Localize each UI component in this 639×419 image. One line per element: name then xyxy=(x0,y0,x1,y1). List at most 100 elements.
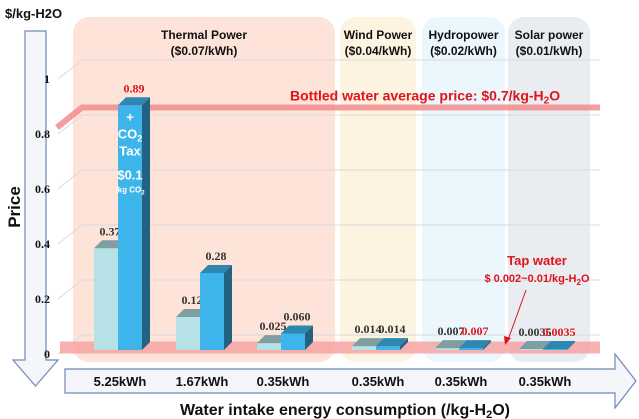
x-tick-label: 5.25kWh xyxy=(94,374,147,389)
panel-hydropower xyxy=(422,17,505,362)
x-tick-label: 0.35kWh xyxy=(257,374,310,389)
bar-value-label: 0.025 xyxy=(260,319,287,333)
x-tick-label: 0.35kWh xyxy=(435,374,488,389)
tap-water-range: $ 0.002~0.01/kg-H2O xyxy=(484,273,590,287)
bar-with-tax-5 xyxy=(543,341,575,351)
rate-unit-text: /kg CO xyxy=(115,185,141,194)
x-ticks: 5.25kWh 1.67kWh 0.35kWh 0.35kWh 0.35kWh 0.35k… xyxy=(94,374,572,389)
bar-side xyxy=(224,265,232,350)
bar-top xyxy=(352,338,384,347)
bar-front xyxy=(281,333,305,350)
gridline-diag xyxy=(57,59,83,80)
bar-top xyxy=(200,265,232,273)
bottled-label-text: Bottled water average price: $0.7/kg-H xyxy=(290,88,544,104)
bar-with-tax-2 xyxy=(281,325,313,350)
panel-price: ($0.04/kWh) xyxy=(345,44,412,58)
bar-front xyxy=(94,248,118,350)
subscript: 2 xyxy=(544,96,550,107)
bar-front xyxy=(176,317,200,350)
subscript: 2 xyxy=(141,190,145,196)
subscript: 2 xyxy=(137,133,142,143)
bar-value-label: 0.014 xyxy=(379,322,406,336)
panel-price: ($0.01/kWh) xyxy=(516,44,583,58)
x-tick-label: 0.35kWh xyxy=(519,374,572,389)
bottled-water-label: Bottled water average price: $0.7/kg-H2O xyxy=(290,88,560,107)
panel-title: Solar power xyxy=(515,28,584,42)
bar-value-label: 0.37 xyxy=(100,224,121,238)
co2-text: CO xyxy=(118,126,138,141)
bar-value-label: 0.89 xyxy=(124,81,145,95)
subscript: 2 xyxy=(577,278,582,287)
tap-range-text: $ 0.002~0.01/kg-H xyxy=(484,273,576,285)
y-tick-label: 0 xyxy=(44,347,50,361)
bottled-water-line xyxy=(55,104,600,130)
bar-top xyxy=(519,341,551,350)
y-unit-label: $/kg-H2O xyxy=(5,6,62,21)
bar-with-tax-4 xyxy=(459,340,491,350)
bar-value-label: 0.007 xyxy=(438,324,465,338)
bar-front xyxy=(257,343,281,350)
bar-value-label: 0.007 xyxy=(462,324,489,338)
tap-water-arrowhead xyxy=(504,336,511,345)
bar-front xyxy=(519,349,543,351)
bar-with-tax-0 xyxy=(118,97,150,350)
bar-front xyxy=(376,346,400,350)
panel-title: Hydropower xyxy=(428,28,498,42)
bar-front xyxy=(118,105,142,350)
co2-label: CO2 xyxy=(118,126,143,143)
tap-water-label: Tap water xyxy=(507,253,567,268)
bar-with-tax-1 xyxy=(200,265,232,350)
bar-front xyxy=(435,348,459,350)
tap-water-pointer xyxy=(507,289,527,341)
gridline-diag xyxy=(57,279,83,300)
bar-value-label: 0.014 xyxy=(355,322,382,336)
bar-value-label: 0.0035 xyxy=(519,325,552,339)
bar-side xyxy=(305,325,313,350)
bar-with-tax-3 xyxy=(376,338,408,350)
y-ticks: 0 0.2 0.4 0.6 0.8 1 xyxy=(35,72,50,361)
axes: $/kg-H2O Water intake energy consumption… xyxy=(5,6,637,419)
bar-value-label: 0.0035 xyxy=(543,325,576,339)
gridline-diag xyxy=(57,224,83,245)
y-axis-arrow xyxy=(11,30,60,387)
bar-front xyxy=(200,273,224,350)
y-tick-label: 0.6 xyxy=(35,182,50,196)
bar-top xyxy=(376,338,408,347)
bar-value-label: 0.060 xyxy=(284,310,311,324)
bar-value-label: 0.12 xyxy=(182,293,203,307)
bar-front xyxy=(352,346,376,350)
label-tail: O xyxy=(581,273,590,285)
x-axis-arrow xyxy=(64,352,637,410)
x-axis-title: Water intake energy consumption (/kg-H2O… xyxy=(180,402,510,419)
panel-wind-power xyxy=(340,17,416,362)
bar-front xyxy=(543,349,567,351)
bar-value-label: 0.28 xyxy=(206,249,227,263)
bar-side xyxy=(142,97,150,350)
x-tick-label: 1.67kWh xyxy=(176,374,229,389)
bar-front xyxy=(459,348,483,350)
tax-rate-unit: /kg CO2 xyxy=(115,185,145,196)
gridlines xyxy=(57,59,600,355)
label-tail: O xyxy=(549,88,560,104)
y-tick-label: 0.2 xyxy=(35,292,50,306)
bar-top xyxy=(543,341,575,350)
panel-solar-power xyxy=(508,17,590,362)
y-tick-label: 0.4 xyxy=(35,237,50,251)
tax-rate: $0.1 xyxy=(117,167,142,182)
tax-label: Tax xyxy=(119,143,141,158)
plus-sign: + xyxy=(126,109,134,124)
gridline-diag xyxy=(57,114,83,135)
x-tick-label: 0.35kWh xyxy=(352,374,405,389)
bar-top xyxy=(459,340,491,349)
panel-price: ($0.07/kWh) xyxy=(171,44,238,58)
bar-side xyxy=(400,338,408,350)
y-tick-label: 1 xyxy=(44,72,50,86)
panel-title: Wind Power xyxy=(344,28,413,42)
bar-top xyxy=(118,97,150,106)
panel-title: Thermal Power xyxy=(161,28,247,42)
gridline-diag xyxy=(57,169,83,190)
bar-side xyxy=(483,340,491,350)
y-axis-title: Price xyxy=(5,186,24,228)
